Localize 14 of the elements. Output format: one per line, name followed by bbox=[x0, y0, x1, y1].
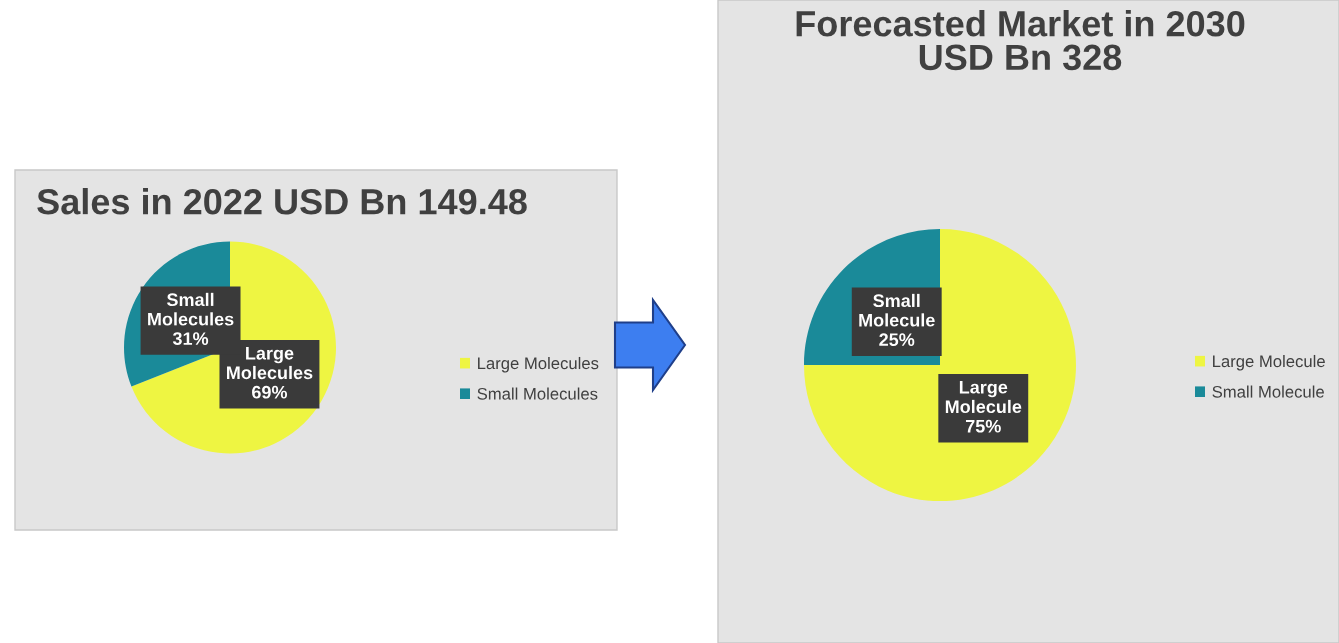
data-label: 69% bbox=[252, 385, 288, 399]
slice-label: Large Molecules bbox=[227, 347, 313, 380]
slice-label: Small Molecule bbox=[859, 293, 935, 327]
legend-label: Small Molecule bbox=[1212, 385, 1324, 398]
data-label: 25% bbox=[879, 333, 915, 347]
data-label: 31% bbox=[172, 332, 209, 346]
legend-label: Large Molecule bbox=[1213, 354, 1325, 371]
legend-label: Small Molecules bbox=[477, 387, 598, 400]
data-label: 75% bbox=[965, 419, 1001, 433]
slice-label: Large Molecule bbox=[945, 381, 1022, 414]
legend-label: Large Molecules bbox=[478, 356, 599, 373]
slice-label: Small Molecules bbox=[148, 292, 234, 326]
chart-title: Sales in 2022 USD Bn 149.48 bbox=[37, 188, 527, 215]
chart-title: Forecasted Market in 2030 USD Bn 328 bbox=[796, 10, 1245, 71]
